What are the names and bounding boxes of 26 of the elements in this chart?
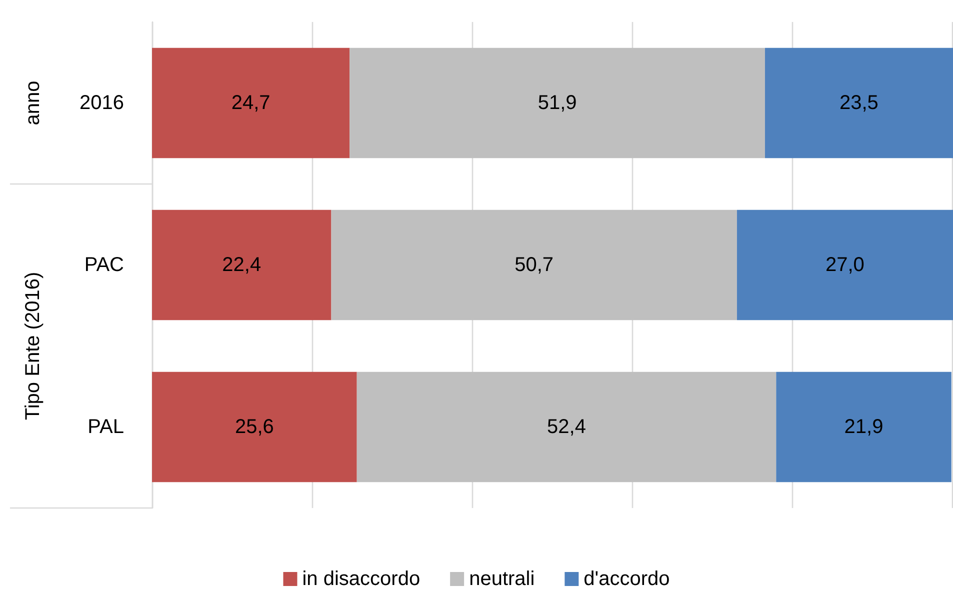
data-label: 50,7 <box>514 254 554 276</box>
bar <box>152 210 332 320</box>
data-label: 24,7 <box>231 92 270 114</box>
bar <box>152 48 350 158</box>
legend-label: in disaccordo <box>302 568 420 590</box>
bar <box>331 210 737 320</box>
data-label: 23,5 <box>840 92 878 114</box>
data-label: 27,0 <box>826 254 864 276</box>
bar <box>350 48 765 158</box>
y-tick-label: 2016 <box>80 92 124 114</box>
bar <box>776 372 952 482</box>
data-label: 51,9 <box>538 92 577 114</box>
data-label: 21,9 <box>844 416 884 438</box>
text: anno <box>22 80 44 126</box>
y-tick-label: PAL <box>88 416 124 438</box>
data-label: 22,4 <box>222 254 262 276</box>
legend-label: neutrali <box>469 568 535 590</box>
data-label: 52,4 <box>547 416 586 438</box>
bar <box>152 372 357 482</box>
bar <box>764 48 953 158</box>
bar <box>736 210 953 320</box>
y-tick-label: PAC <box>84 254 124 276</box>
text: Tipo Ente (2016) <box>22 272 44 420</box>
data-label: 25,6 <box>234 416 274 438</box>
legend-label: d'accordo <box>584 568 670 590</box>
bar <box>356 372 776 482</box>
